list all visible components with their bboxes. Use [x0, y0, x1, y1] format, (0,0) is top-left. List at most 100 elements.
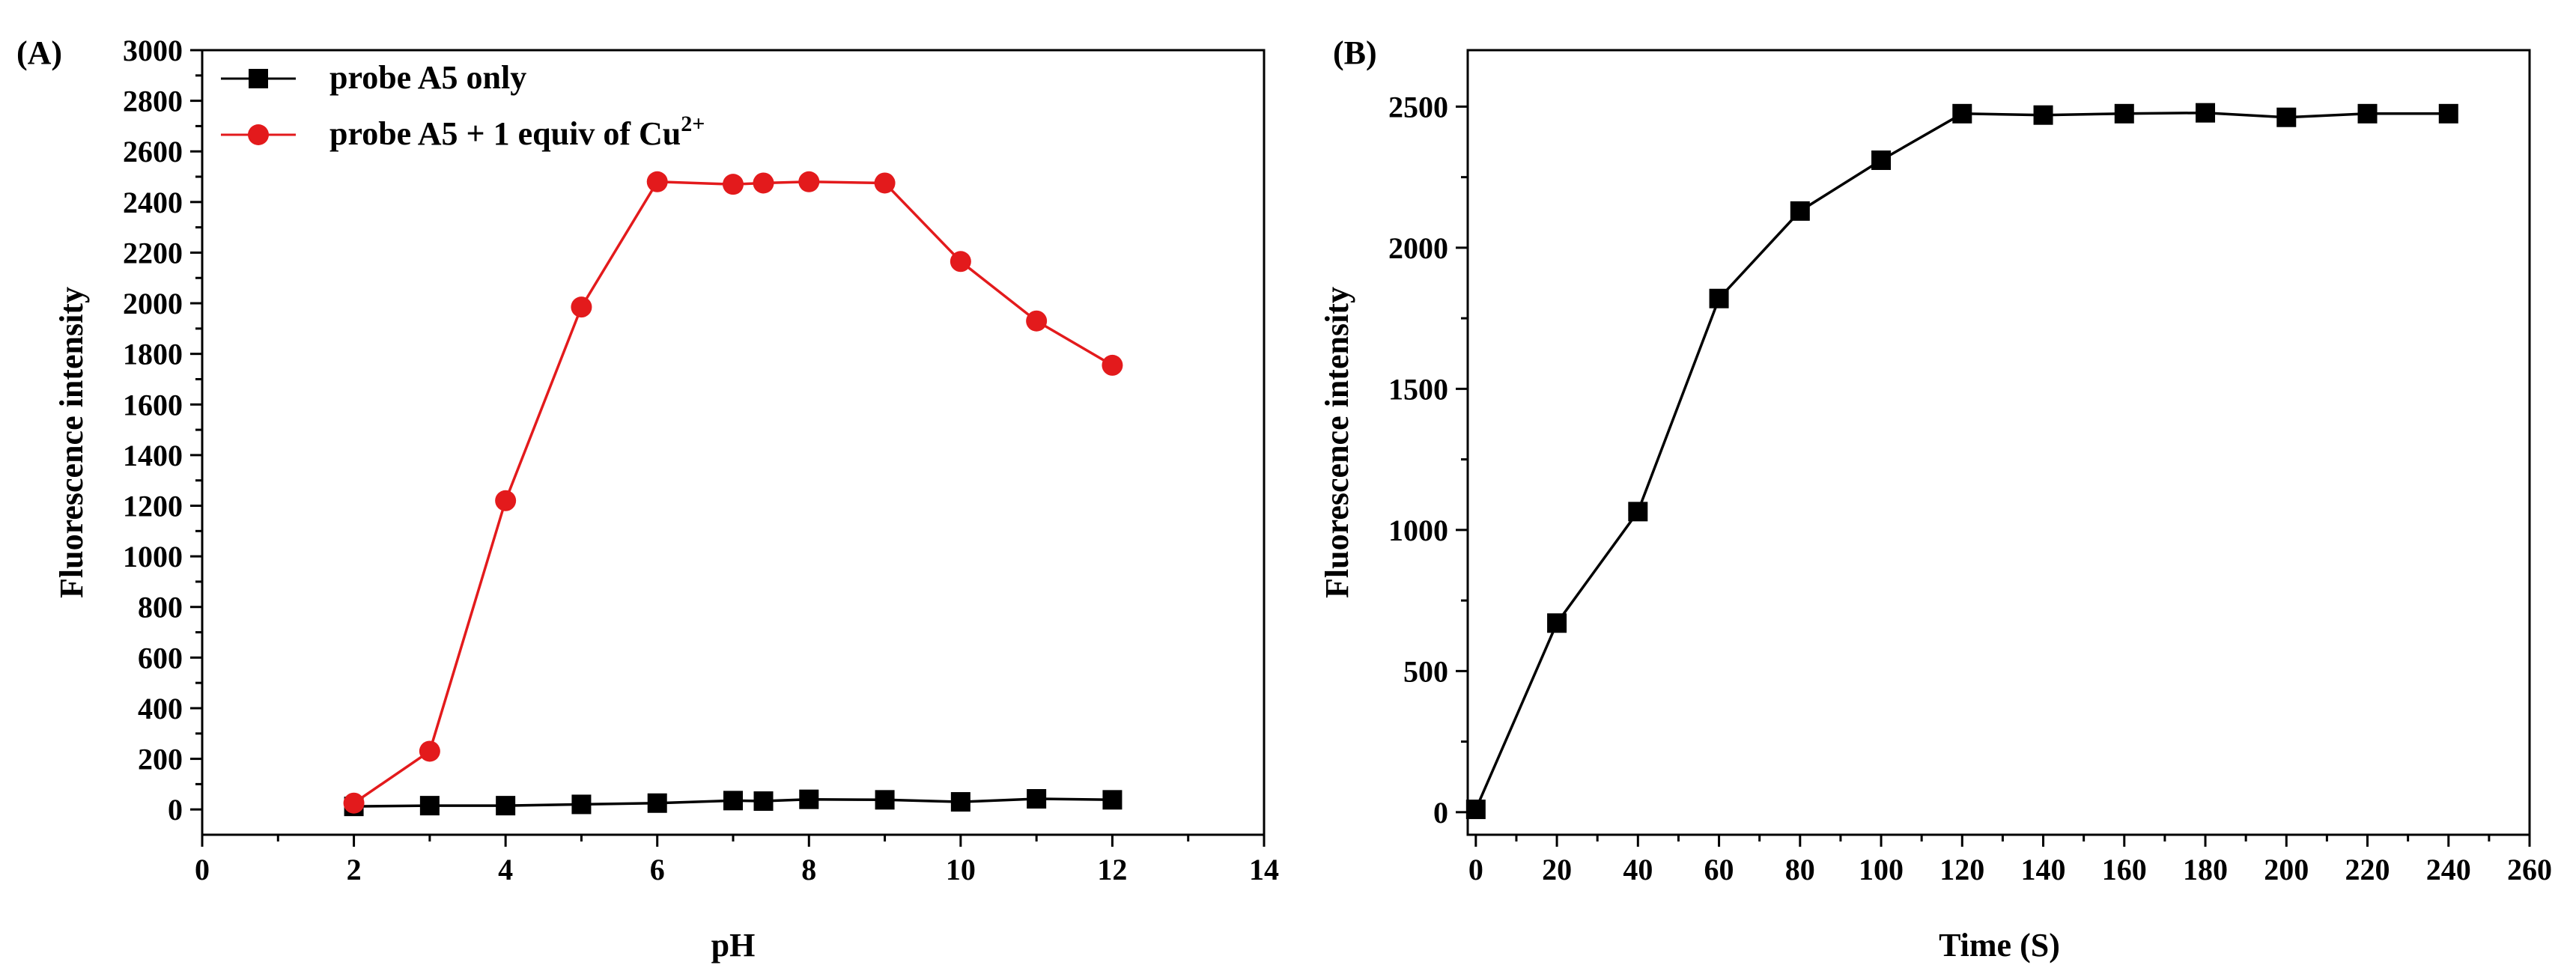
panel-a-series-1-point — [753, 172, 774, 194]
panel-b-series-0-line — [1474, 111, 2449, 810]
panel-b-x-tick-label: 120 — [1939, 853, 1984, 886]
panel-a-y-tick-label: 1200 — [123, 490, 183, 523]
panel-a-x-tick-label: 2 — [347, 853, 362, 886]
panel-b-y-tick-label: 0 — [1433, 796, 1448, 830]
panel-b-series-0-point — [1952, 103, 1972, 124]
panel-a-series-0-point — [950, 792, 970, 812]
panel-b-series-0-point — [1628, 502, 1648, 522]
panel-b-x-tick-label: 200 — [2264, 853, 2309, 886]
panel-b-x-tick-label: 60 — [1704, 853, 1734, 886]
panel-a-y-tick-label: 2800 — [123, 85, 183, 118]
panel-b-series-0-point — [2276, 107, 2297, 127]
panel-b-x-tick-label: 160 — [2102, 853, 2147, 886]
panel-a-series-1-line — [353, 180, 1114, 805]
panel-a-y-tick-label: 2000 — [123, 287, 183, 320]
panel-b-ticks: 0 20 40 60 80 100 120 140 160 180 200 220 240 260 0 500… — [1388, 90, 2552, 886]
legend: probe A5 only probe A5 + 1 equiv of Cu2+ — [221, 59, 705, 152]
legend-marker-circle — [248, 124, 269, 145]
panel-a-series-1-point — [723, 174, 744, 195]
panel-b-y-axis-label: Fluorescence intensity — [1319, 287, 1355, 598]
panel-b-y-tick-label: 2500 — [1388, 90, 1448, 124]
panel-a-series-1-point — [950, 251, 971, 273]
legend-label-probe-cu-main: probe A5 + 1 equiv of Cu — [329, 115, 681, 152]
panel-b-y-tick-label: 2000 — [1388, 231, 1448, 265]
panel-a-y-tick-label: 1600 — [123, 388, 183, 421]
panel-a-series-1-point — [646, 171, 668, 192]
panel-b-y-tick-label: 1500 — [1388, 372, 1448, 406]
legend-label-probe-cu-superscript: 2+ — [681, 112, 705, 136]
legend-label-probe-cu: probe A5 + 1 equiv of Cu2+ — [329, 112, 705, 152]
panel-a-series-0-point — [753, 791, 774, 812]
panel-b-x-tick-label: 80 — [1785, 853, 1815, 886]
panel-a-series-0-point — [1102, 790, 1123, 810]
panel-a-label: (A) — [16, 34, 62, 71]
panel-b-x-tick-label: 40 — [1623, 853, 1653, 886]
panel-a-series-0-point — [799, 789, 819, 809]
panel-a-series-1-point — [495, 490, 517, 511]
legend-label-probe-only: probe A5 only — [329, 59, 526, 96]
panel-a-y-tick-label: 2600 — [123, 135, 183, 168]
panel-a-series — [343, 171, 1123, 817]
panel-b-series-0-point — [2114, 103, 2134, 124]
panel-a-series-0-point — [723, 791, 743, 811]
panel-a-series-1-point — [343, 792, 365, 814]
panel-a-series-0-point — [419, 796, 440, 816]
panel-b-x-tick-label: 20 — [1542, 853, 1572, 886]
panel-b-y-tick-label: 500 — [1403, 654, 1448, 688]
panel-a-x-tick-label: 4 — [498, 853, 513, 886]
panel-b-series-0-point — [2196, 103, 2216, 123]
panel-a-series-0-point — [571, 794, 592, 815]
panel-b-x-tick-label: 260 — [2507, 853, 2552, 886]
panel-a-y-tick-label: 1000 — [123, 540, 183, 573]
panel-b-y-tick-label: 1000 — [1388, 514, 1448, 547]
panel-a-x-axis-label: pH — [711, 927, 756, 964]
panel-a-ticks: 0 2 4 6 8 10 12 14 0 200 400 600 800 1000 1200 1400 1600… — [123, 34, 1279, 886]
panel-b-series-0-point — [1790, 201, 1810, 221]
panel-b-series-0-point — [2033, 105, 2053, 125]
panel-a-y-tick-label: 0 — [168, 793, 183, 827]
panel-a-y-tick-label: 800 — [138, 591, 183, 624]
panel-a-x-tick-label: 8 — [801, 853, 816, 886]
panel-a-plot-frame — [201, 49, 1266, 836]
panel-a-series-1-point — [798, 171, 820, 192]
panel-a-series-0-point — [647, 793, 667, 813]
panel-b-series-0-point — [2438, 103, 2458, 124]
panel-a-y-tick-label: 1400 — [123, 439, 183, 472]
panel-a-y-tick-label: 400 — [138, 692, 183, 725]
panel-a-series-0-line — [353, 797, 1113, 808]
panel-b-series-0-point — [2357, 103, 2378, 124]
panel-a-x-tick-label: 6 — [650, 853, 665, 886]
panel-a-series-1-point — [874, 172, 896, 194]
panel-a-series-1-point — [419, 740, 440, 762]
panel-a-y-tick-label: 600 — [138, 641, 183, 675]
panel-a-series-1-point — [1102, 354, 1123, 376]
panel-a-x-tick-label: 14 — [1249, 853, 1279, 886]
panel-a-x-tick-label: 0 — [195, 853, 210, 886]
panel-b-series — [1465, 103, 2458, 820]
panel-b-x-tick-label: 140 — [2021, 853, 2066, 886]
panel-a-series-1-point — [571, 296, 592, 318]
panel-b-series-0-point — [1547, 613, 1567, 633]
panel-a-y-tick-label: 2200 — [123, 236, 183, 270]
panel-a-y-tick-label: 2400 — [123, 186, 183, 219]
panel-a-series-0-point — [875, 790, 895, 810]
panel-a-x-tick-label: 10 — [946, 853, 976, 886]
panel-b-x-tick-label: 180 — [2183, 853, 2228, 886]
legend-marker-square — [249, 69, 268, 88]
panel-b-x-axis-label: Time (S) — [1939, 927, 2060, 964]
panel-a-series-1-point — [1026, 310, 1048, 332]
panel-b-x-tick-label: 240 — [2426, 853, 2471, 886]
panel-a-y-axis-label: Fluorescence intensity — [53, 287, 90, 598]
panel-b-x-tick-label: 0 — [1468, 853, 1483, 886]
panel-a-chart: (A) 0 2 4 6 8 10 12 14 0 200 400 600 800 1000 1200 1400… — [16, 34, 1279, 964]
panel-b-x-tick-label: 100 — [1859, 853, 1904, 886]
panel-b-series-0-point — [1871, 150, 1892, 171]
panel-b-label: (B) — [1333, 34, 1377, 71]
panel-b-plot-frame — [1466, 49, 2531, 836]
panel-a-x-tick-label: 12 — [1097, 853, 1127, 886]
panel-a-series-0-point — [1027, 788, 1047, 809]
panel-b-x-tick-label: 220 — [2345, 853, 2390, 886]
panel-a-y-tick-label: 1800 — [123, 338, 183, 371]
panel-b-chart: (B) 0 20 40 60 80 100 120 140 160 180 200 220 240 260… — [1319, 34, 2552, 964]
